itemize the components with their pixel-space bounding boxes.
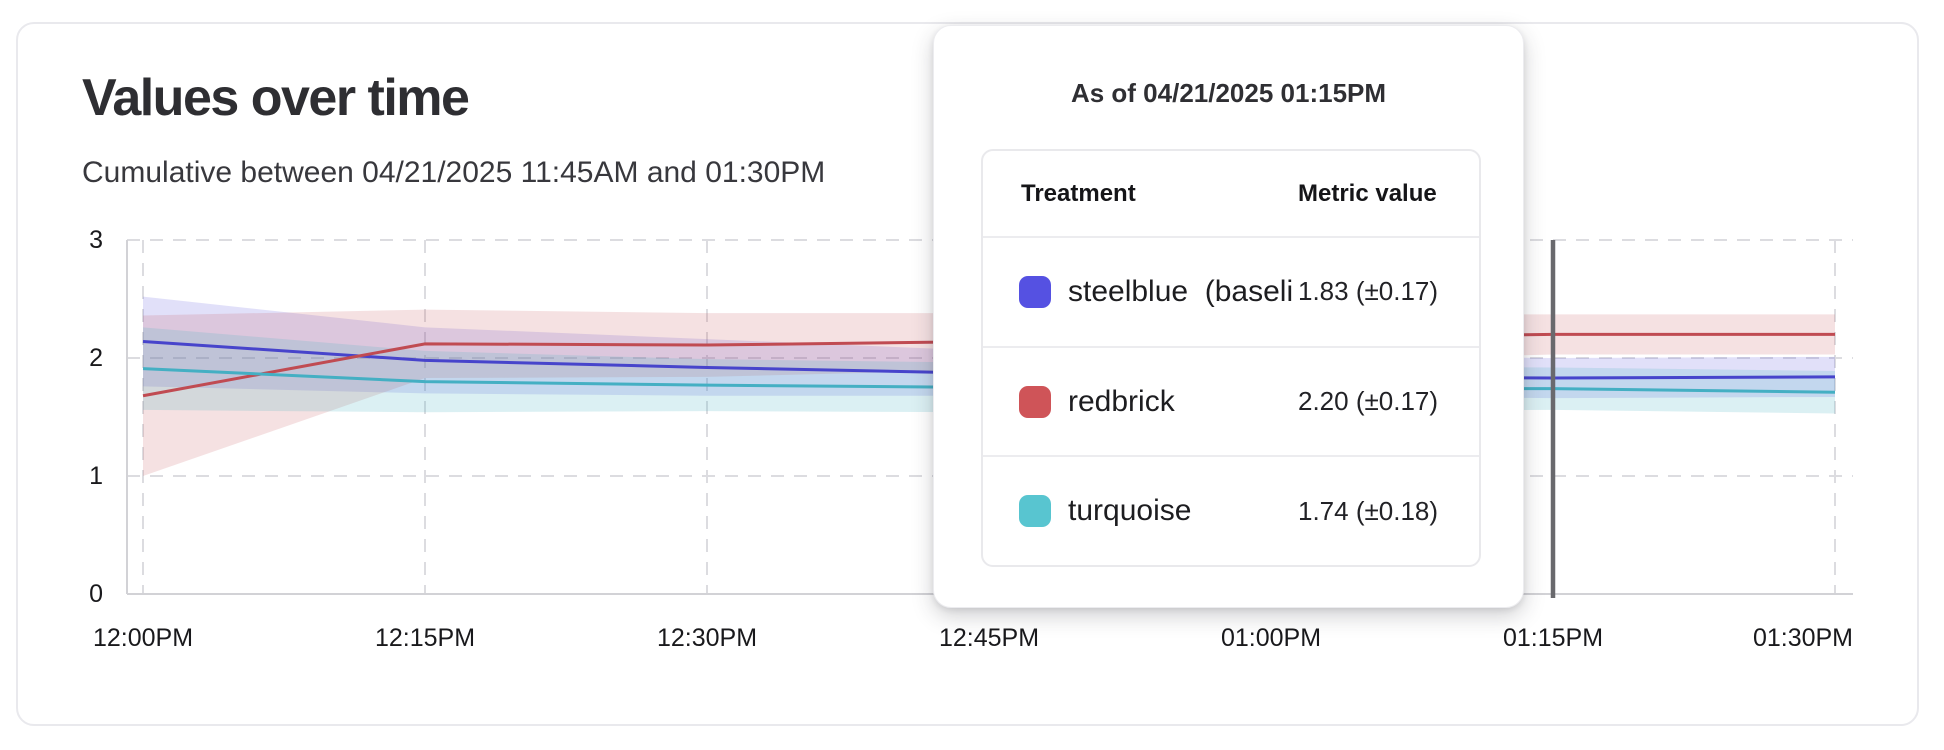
chart-subtitle: Cumulative between 04/21/2025 11:45AM an…	[82, 156, 826, 189]
y-axis-tick-label: 3	[89, 226, 103, 254]
series-label: steelblue (baseli	[1068, 274, 1294, 308]
y-axis-tick-label: 2	[89, 344, 103, 372]
series-cell: redbrick	[1019, 385, 1298, 419]
series-cell: steelblue (baseli	[1019, 275, 1298, 309]
steelblue-series-swatch	[1019, 275, 1051, 308]
y-axis-tick-label: 0	[89, 580, 103, 608]
redbrick-series-swatch	[1019, 385, 1051, 418]
series-cell: turquoise	[1019, 494, 1298, 528]
tooltip-col-metric-value: Metric value	[1298, 179, 1437, 207]
x-axis-tick-label: 12:30PM	[656, 624, 758, 652]
chart-title: Values over time	[82, 69, 470, 127]
chart-tooltip: As of 04/21/2025 01:15PM Treatment Metri…	[933, 25, 1524, 608]
x-axis-tick-label: 12:15PM	[374, 624, 476, 652]
turquoise-series-swatch	[1019, 495, 1051, 528]
series-label: redbrick	[1068, 384, 1175, 418]
tooltip-row-redbrick: redbrick 2.20 (±0.17)	[983, 345, 1479, 456]
metric-value: 2.20 (±0.17)	[1298, 386, 1439, 416]
series-label: turquoise	[1068, 494, 1192, 528]
x-axis-tick-label: 12:00PM	[92, 624, 194, 652]
tooltip-row-turquoise: turquoise 1.74 (±0.18)	[983, 455, 1479, 565]
x-axis-tick-label: 01:00PM	[1220, 624, 1322, 652]
x-axis-tick-label: 01:15PM	[1502, 624, 1604, 652]
tooltip-table: Treatment Metric value steelblue (baseli…	[981, 149, 1481, 567]
x-axis-tick-label: 01:30PM	[1752, 624, 1853, 652]
y-axis-tick-label: 1	[89, 462, 103, 490]
tooltip-table-header: Treatment Metric value	[983, 151, 1479, 236]
tooltip-title: As of 04/21/2025 01:15PM	[1070, 78, 1387, 108]
x-axis-tick-label: 12:45PM	[938, 624, 1040, 652]
tooltip-row-steelblue: steelblue (baseli 1.83 (±0.17)	[983, 236, 1479, 346]
tooltip-col-treatment: Treatment	[1021, 179, 1136, 207]
metric-value: 1.74 (±0.18)	[1298, 495, 1439, 526]
metric-value: 1.83 (±0.17)	[1298, 276, 1439, 307]
